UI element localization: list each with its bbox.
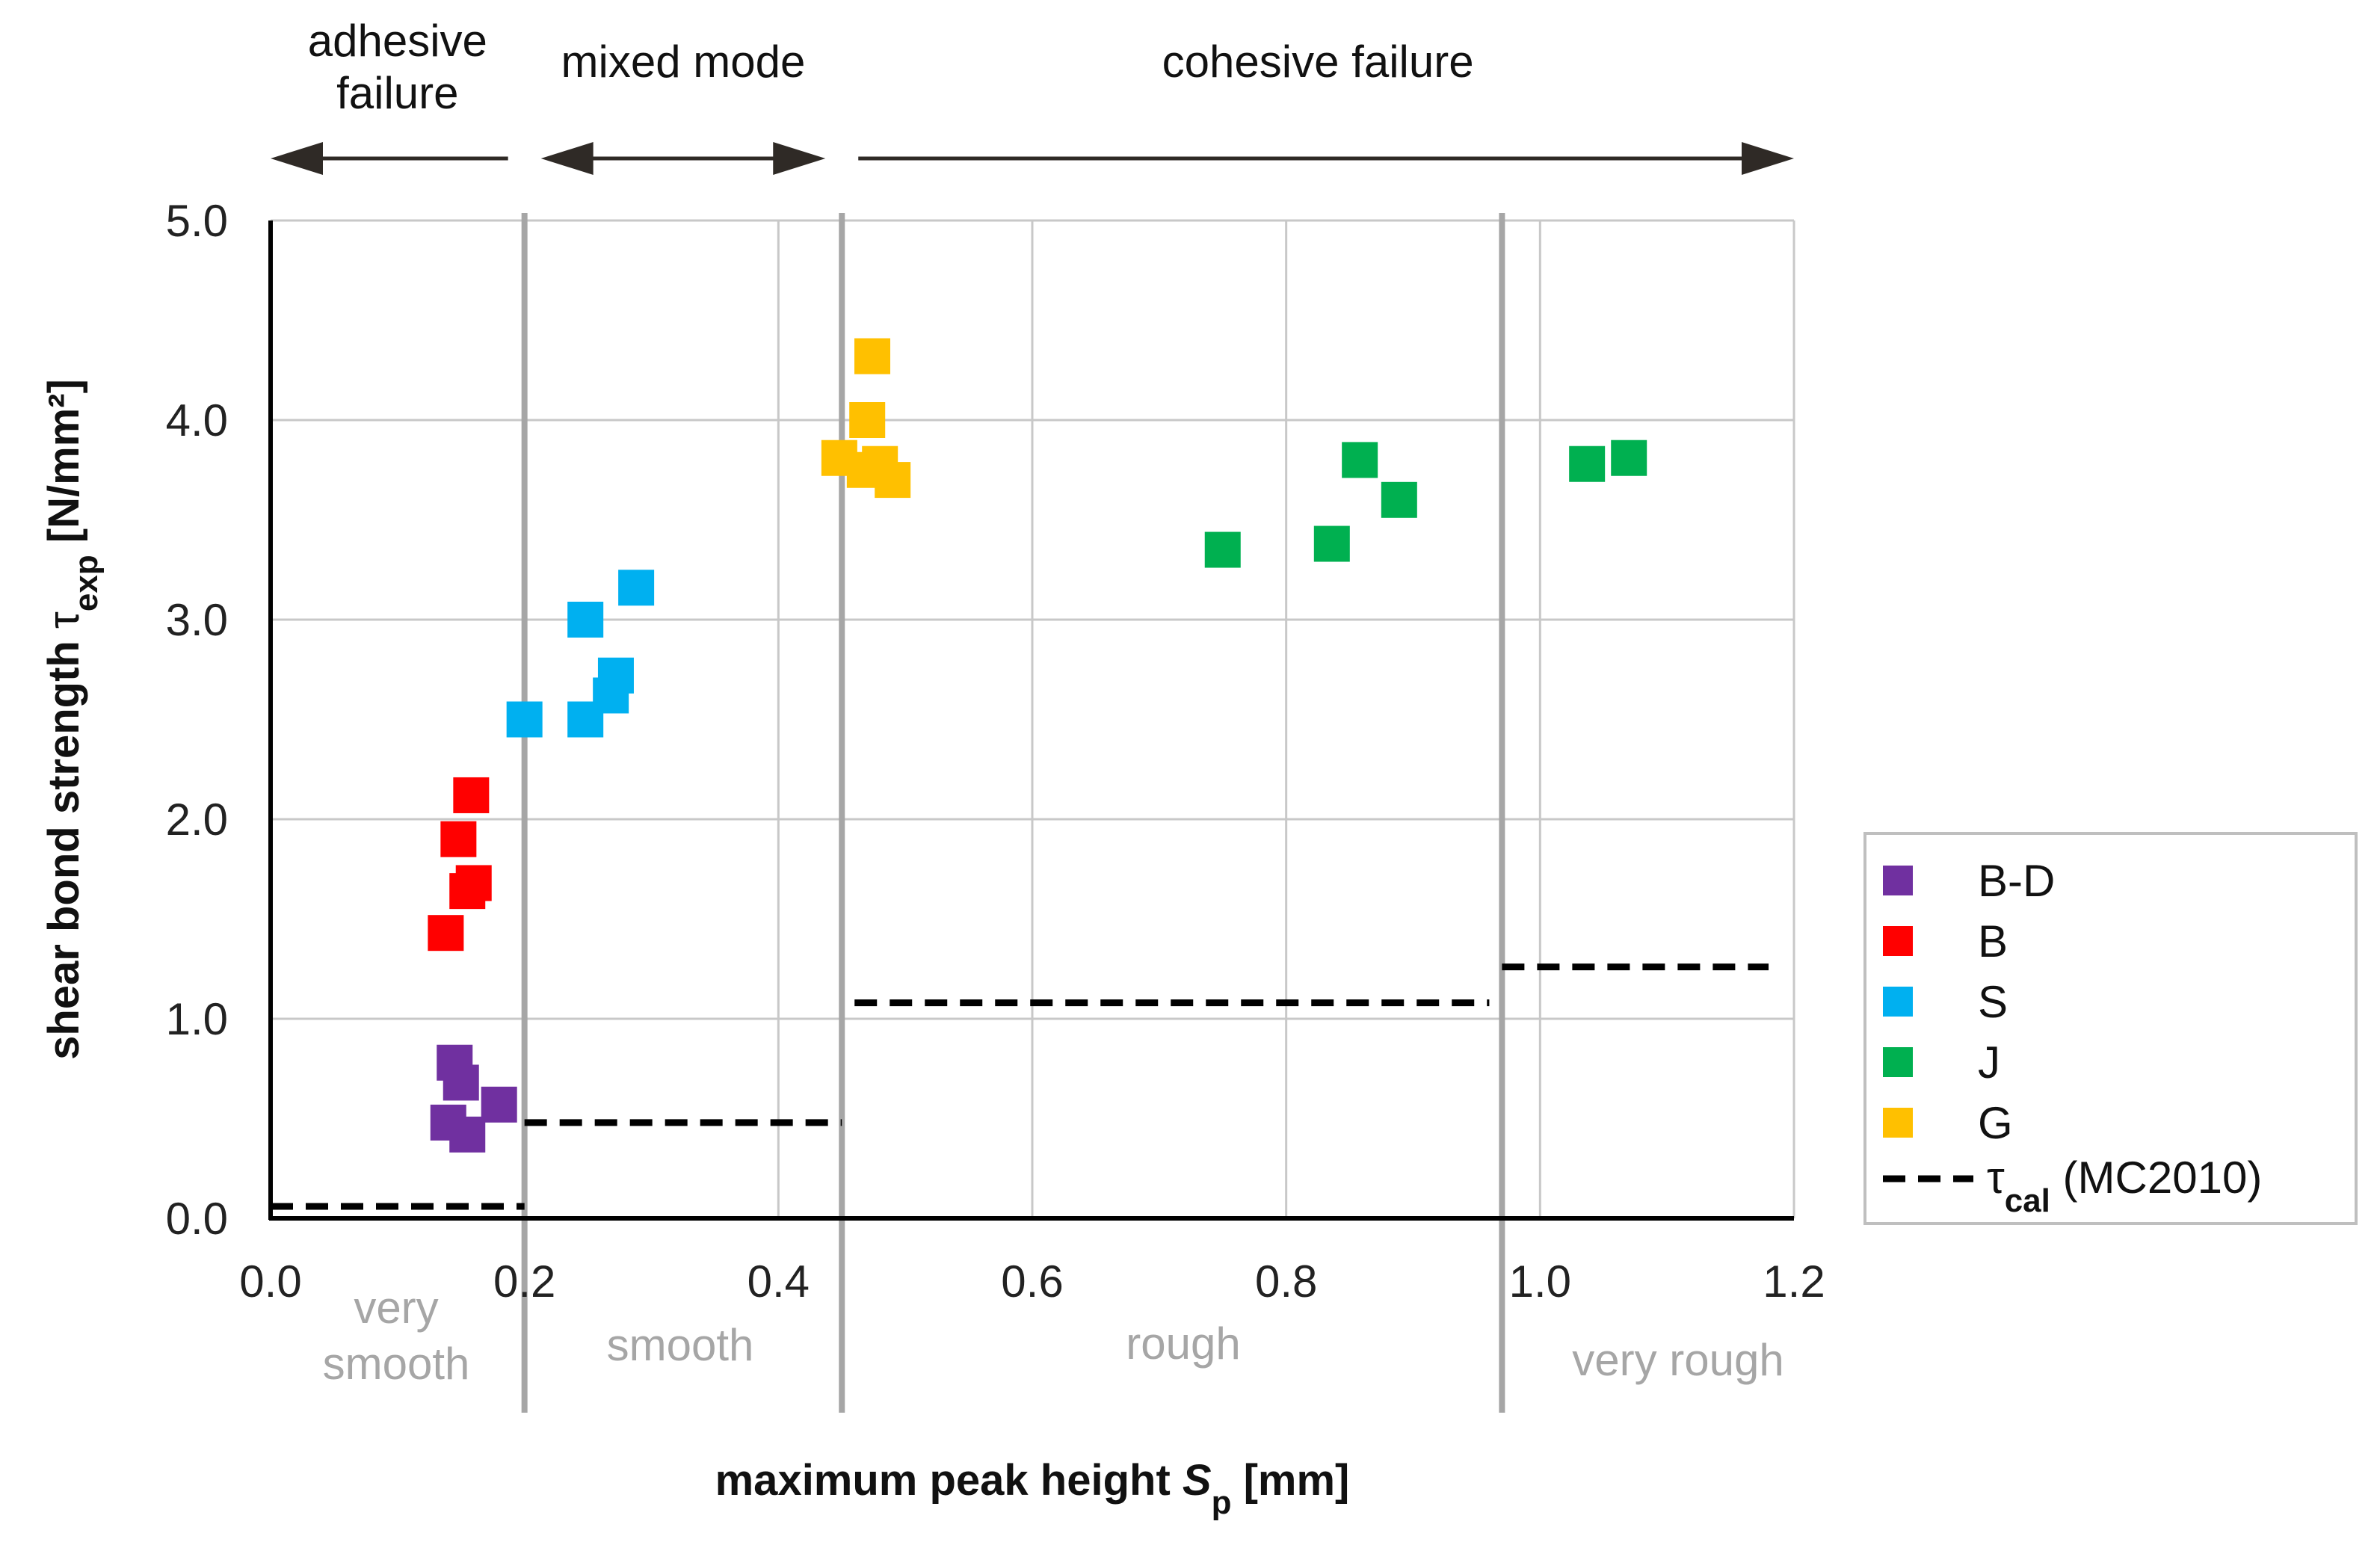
point-j [1611,440,1647,476]
x-tick-label: 0.2 [493,1256,555,1307]
point-j [1381,481,1417,518]
legend-label-g: G [1978,1098,2013,1148]
legend-swatch-j [1883,1047,1913,1077]
point-s [506,701,543,738]
y-tick-label: 5.0 [166,196,228,246]
roughness-label: very rough [1572,1335,1784,1385]
legend-swatch-b [1883,926,1913,956]
x-axis-title: maximum peak height Sp [mm] [715,1456,1350,1521]
failure-mode-arrow [540,142,826,175]
point-b-d [481,1086,517,1123]
point-b [449,873,486,910]
reference-line [271,963,1769,1210]
x-tick-label: 0.8 [1255,1256,1317,1307]
y-tick-label: 4.0 [166,395,228,445]
grid [271,219,1795,1218]
x-tick-label: 0.4 [747,1256,810,1307]
point-j [1204,531,1241,568]
y-tick-label: 1.0 [166,994,228,1044]
legend-label-j: J [1978,1037,2000,1088]
failure-mode-arrow [858,142,1794,175]
roughness-labels: very smooth smooth rough very rough [323,1283,1784,1389]
x-tick-label: 1.2 [1763,1256,1825,1307]
x-tick-label: 1.0 [1509,1256,1571,1307]
axes [268,220,1794,1221]
point-s [567,602,604,638]
legend-swatch-b-d [1883,866,1913,895]
point-s [618,570,655,606]
legend-box [1863,832,2358,1225]
y-tick-label: 2.0 [166,795,228,845]
failure-mode-label: adhesive failure [308,16,487,118]
failure-mode-label: cohesive failure [1162,37,1474,87]
point-g [849,402,886,438]
y-tick-label: 3.0 [166,595,228,645]
point-b-d [443,1064,479,1101]
legend-label-s: S [1978,977,2008,1027]
point-s [567,701,604,738]
point-b [453,777,490,813]
x-tick-label: 0.6 [1001,1256,1063,1307]
legend-label-b: B [1978,916,2008,966]
y-axis-title: shear bond strength τexp [N/mm²] [40,379,105,1060]
legend-label-b-d: B-D [1978,856,2055,906]
roughness-label: rough [1126,1319,1240,1369]
tick-labels: 0.0 0.2 0.4 0.6 0.8 1.0 1.2 0.0 1.0 2.0 3.0 4.0 5.0 [166,196,1825,1307]
data-points [428,338,1647,1153]
point-j [1569,445,1606,482]
point-g [875,462,911,499]
point-b [440,821,477,857]
failure-mode-label: mixed mode [561,37,806,87]
point-b-d [449,1116,486,1153]
x-tick-label: 0.0 [239,1256,301,1307]
legend-swatch-g [1883,1108,1913,1138]
roughness-label: very smooth [323,1283,470,1389]
legend-label-reference: τcal (MC2010) [1987,1153,2262,1219]
point-g [854,338,891,374]
point-b [428,915,464,952]
failure-mode-annotations: adhesive failure mixed mode cohesive failur… [271,16,1794,175]
failure-mode-arrow [271,142,508,175]
legend-swatch-s [1883,987,1913,1017]
y-tick-label: 0.0 [166,1194,228,1244]
roughness-label: smooth [607,1320,754,1370]
point-j [1313,525,1350,562]
point-j [1342,442,1378,478]
roughness-boundaries [521,213,1505,1413]
